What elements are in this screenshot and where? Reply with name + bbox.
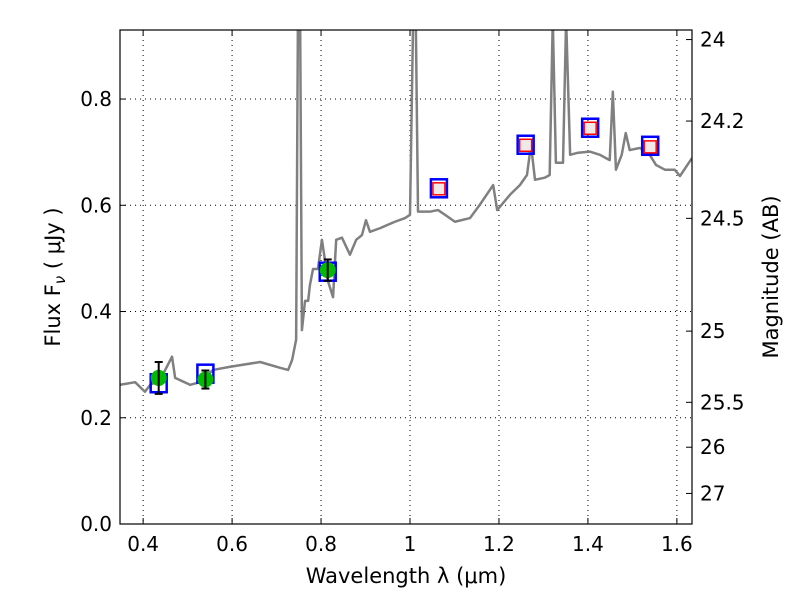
x-tick-label: 1 [404,532,417,556]
upper-limit-point [583,121,597,136]
y-axis-label: Flux Fν ( μJy ) [41,207,69,346]
x-tick-label: 0.6 [216,532,248,556]
y2-tick-label: 26 [700,435,725,459]
y-tick-label: 0.2 [80,406,112,430]
y2-tick-label: 24.2 [700,109,745,133]
y2-tick-label: 27 [700,481,725,505]
upper-limit-point [432,182,446,196]
axes-frame [119,29,693,525]
plot-area [120,30,692,395]
y-tick-label: 0.8 [80,87,112,111]
upper-limit-point [518,138,533,153]
y2-tick-label: 25.5 [700,390,745,414]
x-tick-label: 1.4 [572,532,604,556]
x-tick-label: 0.4 [127,532,159,556]
y2-tick-label: 25 [700,319,725,343]
x-axis-label: Wavelength λ (μm) [306,564,507,588]
grid [120,30,692,524]
upper-limit-point [643,140,657,154]
y2-axis-label: Magnitude (AB) [759,195,783,358]
model-point [429,178,449,199]
y-tick-label: 0.0 [80,512,112,536]
y2-tick-label: 24.5 [700,206,745,230]
y2-tick-label: 24 [700,28,725,52]
model-point [640,135,660,157]
x-tick-label: 1.2 [483,532,515,556]
model-point [580,117,600,138]
ticks: 0.4 0.6 0.8 1 1.2 1.4 1.6 0.0 0.2 0.4 0.6 0.8 24 24.2… [80,28,744,556]
x-tick-label: 0.8 [305,532,337,556]
y-tick-label: 0.4 [80,300,112,324]
spectrum-line [120,30,692,393]
y-tick-label: 0.6 [80,193,112,217]
x-tick-label: 1.6 [661,532,693,556]
model-point [516,134,535,155]
